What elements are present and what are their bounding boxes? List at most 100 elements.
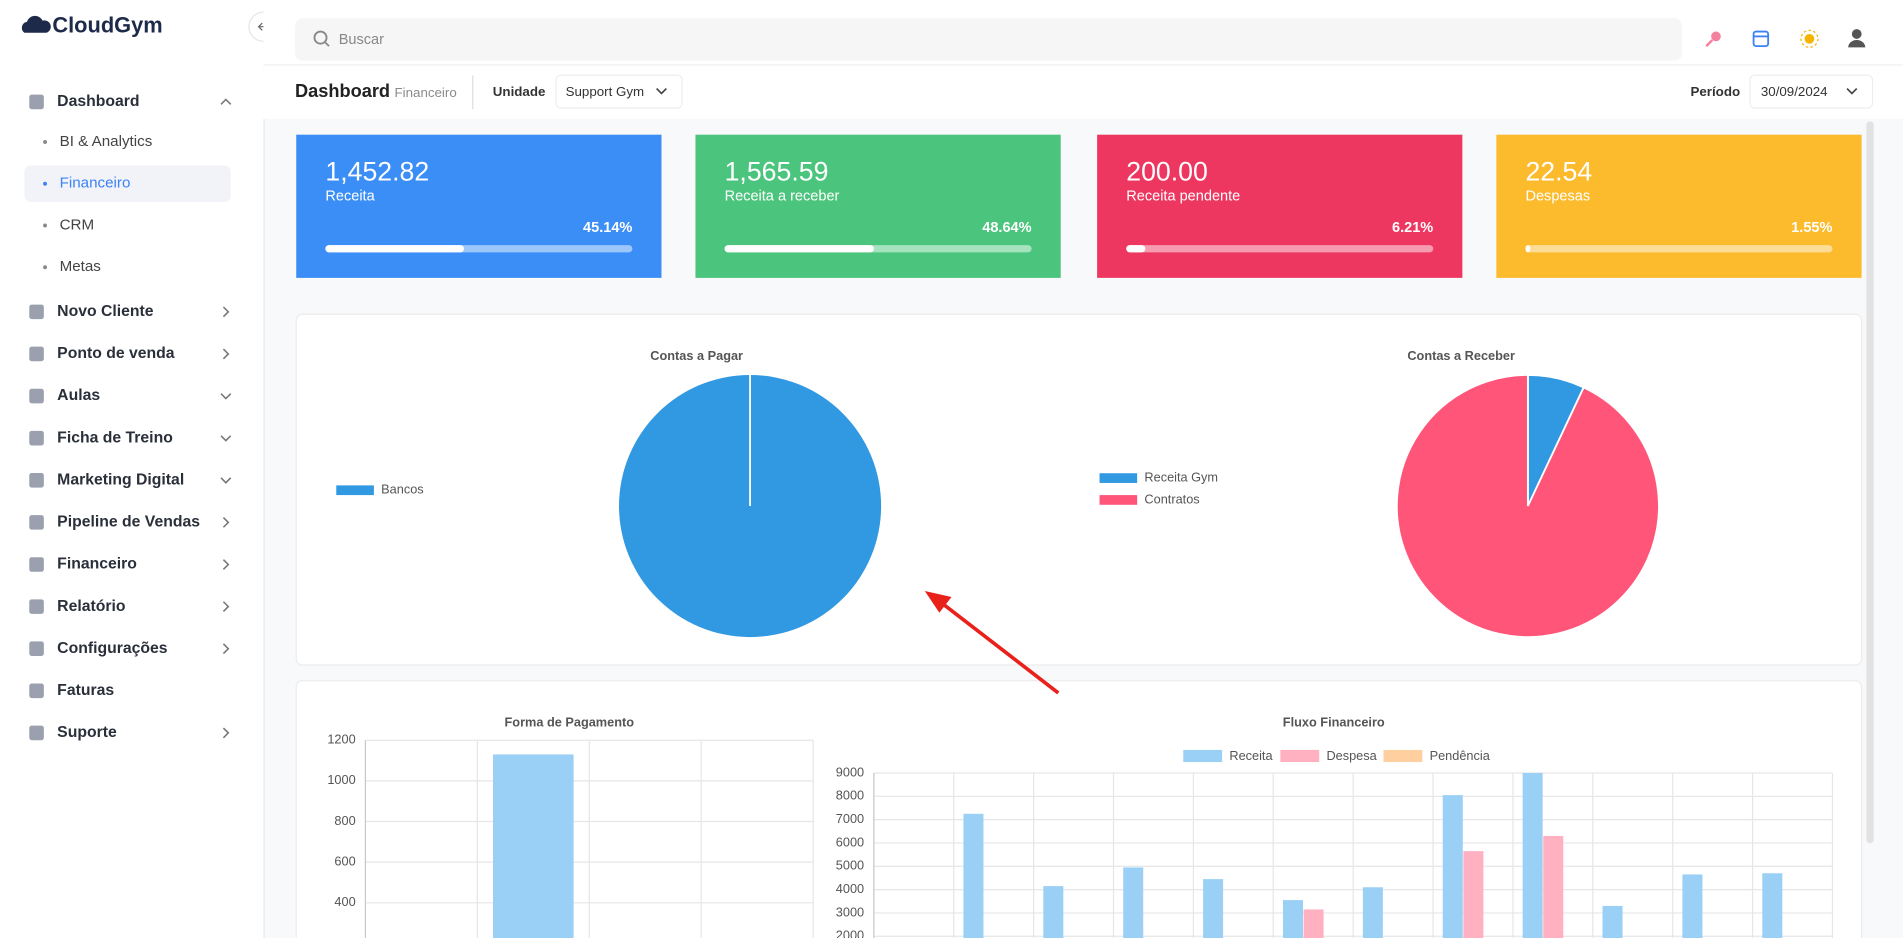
menu-icon bbox=[29, 388, 44, 404]
bar bbox=[1303, 909, 1324, 938]
calendar-icon[interactable] bbox=[1752, 30, 1770, 48]
sidebar bbox=[0, 0, 264, 938]
logo-icon bbox=[21, 15, 51, 33]
bar bbox=[1762, 873, 1783, 938]
stat-value: 200.00 bbox=[1126, 157, 1208, 187]
stat-card bbox=[1496, 134, 1862, 278]
bar bbox=[1043, 886, 1064, 938]
bar bbox=[493, 754, 574, 938]
period-chevron bbox=[1846, 87, 1858, 95]
submenu-item[interactable]: BI & Analytics bbox=[60, 133, 153, 150]
period-value: 30/09/2024 bbox=[1761, 84, 1828, 99]
menu-icon bbox=[29, 473, 44, 488]
progress-fill bbox=[1525, 245, 1531, 253]
stat-value: 22.54 bbox=[1525, 157, 1592, 187]
chevron bbox=[222, 601, 230, 613]
bar bbox=[1282, 900, 1303, 938]
menu-item[interactable]: Aulas bbox=[57, 387, 100, 404]
bullet bbox=[43, 265, 47, 270]
stat-value: 1,452.82 bbox=[325, 157, 429, 187]
legend-swatch bbox=[336, 485, 374, 496]
chart-title: Fluxo Financeiro bbox=[1283, 715, 1385, 730]
active-item-bg bbox=[24, 165, 231, 202]
menu-item[interactable]: Relatório bbox=[57, 598, 126, 615]
menu-item[interactable]: Dashboard bbox=[57, 93, 139, 110]
legend-swatch bbox=[1383, 749, 1423, 763]
stat-card bbox=[1097, 134, 1463, 278]
annotation-arrow bbox=[924, 590, 1060, 695]
legend-swatch bbox=[1280, 749, 1320, 763]
menu-icon bbox=[29, 725, 44, 741]
menu-icon bbox=[29, 641, 44, 656]
bar bbox=[1682, 874, 1703, 938]
legend-label: Contratos bbox=[1144, 491, 1199, 506]
menu-item[interactable]: Novo Cliente bbox=[57, 303, 154, 320]
chevron bbox=[222, 643, 230, 655]
unit-label: Unidade bbox=[493, 84, 546, 99]
key-icon[interactable] bbox=[1705, 31, 1721, 47]
stat-card bbox=[296, 134, 662, 278]
chevron bbox=[222, 516, 230, 528]
chevron bbox=[220, 435, 232, 442]
menu-item[interactable]: Faturas bbox=[57, 682, 114, 699]
y-tick-label: 3000 bbox=[836, 904, 864, 919]
stat-percent: 1.55% bbox=[1791, 220, 1832, 236]
stat-label: Despesas bbox=[1525, 188, 1590, 204]
unit-select[interactable] bbox=[555, 74, 683, 109]
y-tick-label: 6000 bbox=[836, 834, 864, 849]
chevron bbox=[222, 727, 230, 739]
chart-title: Contas a Receber bbox=[1407, 348, 1515, 363]
menu-item[interactable]: Financeiro bbox=[57, 556, 137, 573]
chart-title: Forma de Pagamento bbox=[505, 715, 635, 730]
legend-swatch bbox=[1183, 749, 1223, 763]
stat-label: Receita pendente bbox=[1126, 188, 1240, 204]
logo: CloudGym bbox=[52, 12, 162, 37]
bar bbox=[1442, 795, 1463, 938]
search-box[interactable] bbox=[295, 18, 1682, 61]
menu-item[interactable]: Marketing Digital bbox=[57, 471, 184, 488]
bar bbox=[1543, 835, 1564, 938]
legend-label: Bancos bbox=[381, 482, 423, 497]
menu-icon bbox=[29, 683, 44, 699]
legend-label: Pendência bbox=[1430, 748, 1491, 763]
bar bbox=[1522, 772, 1543, 938]
chevron bbox=[222, 306, 230, 318]
legend-label: Receita Gym bbox=[1144, 469, 1218, 484]
menu-icon bbox=[29, 430, 44, 446]
pie-slice bbox=[619, 374, 882, 638]
unit-chevron bbox=[656, 87, 667, 95]
menu-item[interactable]: Configurações bbox=[57, 640, 168, 657]
bar bbox=[1123, 867, 1144, 938]
period-select[interactable] bbox=[1749, 74, 1874, 109]
bullet bbox=[43, 140, 47, 144]
stat-percent: 48.64% bbox=[982, 220, 1031, 236]
submenu-item[interactable]: CRM bbox=[60, 216, 95, 233]
y-tick-label: 600 bbox=[334, 854, 355, 869]
user-icon[interactable] bbox=[1848, 29, 1866, 48]
y-tick-label: 5000 bbox=[836, 858, 864, 873]
y-tick-label: 9000 bbox=[836, 764, 864, 779]
stat-percent: 45.14% bbox=[583, 220, 632, 236]
submenu-item[interactable]: Financeiro bbox=[60, 175, 131, 192]
chevron bbox=[220, 393, 232, 400]
chart-title: Contas a Pagar bbox=[650, 348, 743, 363]
bar bbox=[1362, 887, 1383, 938]
menu-item[interactable]: Suporte bbox=[57, 724, 117, 741]
theme-icon[interactable] bbox=[1800, 29, 1819, 48]
pie-slice bbox=[1395, 374, 1660, 638]
submenu-item[interactable]: Metas bbox=[60, 258, 102, 275]
bar bbox=[1203, 879, 1224, 938]
stat-card bbox=[695, 134, 1061, 278]
scrollbar bbox=[1866, 121, 1874, 844]
menu-item[interactable]: Ficha de Treino bbox=[57, 429, 173, 446]
menu-item[interactable]: Pipeline de Vendas bbox=[57, 514, 200, 531]
y-tick-label: 4000 bbox=[836, 881, 864, 896]
stat-percent: 6.21% bbox=[1392, 220, 1433, 236]
y-tick-label: 1000 bbox=[327, 772, 355, 787]
subheader bbox=[263, 64, 1903, 119]
chevron bbox=[222, 559, 230, 570]
menu-item[interactable]: Ponto de venda bbox=[57, 345, 175, 362]
legend-label: Despesa bbox=[1326, 748, 1377, 763]
